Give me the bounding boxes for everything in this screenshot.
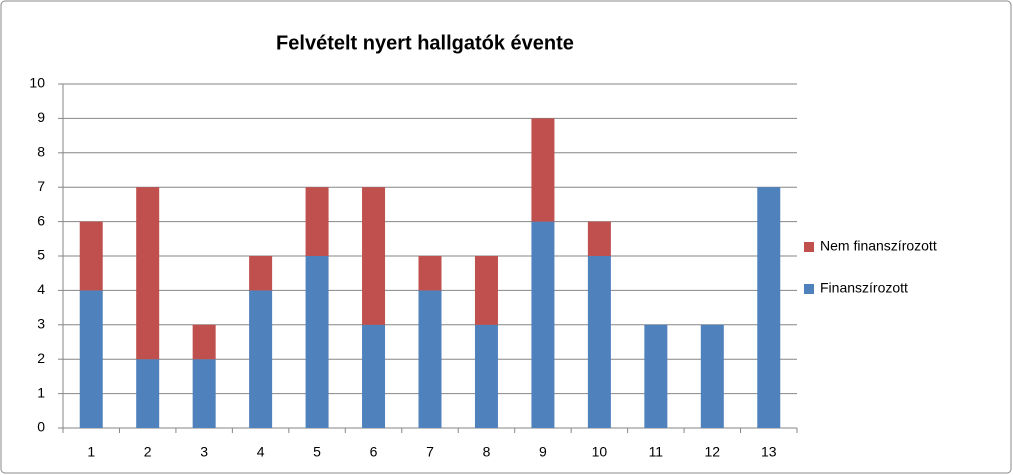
x-tick-label: 6 xyxy=(370,444,378,460)
x-tick-label: 12 xyxy=(705,444,721,460)
y-tick-label: 8 xyxy=(37,144,45,160)
bar-segment xyxy=(418,290,442,428)
y-tick-label: 6 xyxy=(37,212,45,228)
bar-segment xyxy=(531,118,555,222)
y-tick-label: 7 xyxy=(37,178,45,194)
bar-segment xyxy=(136,187,160,360)
x-tick-label: 3 xyxy=(200,444,208,460)
bar-segment xyxy=(79,290,103,428)
legend-label: Finanszírozott xyxy=(820,280,908,296)
bar-segment xyxy=(362,187,386,325)
bar-segment xyxy=(700,324,724,428)
bar-segment xyxy=(418,256,442,291)
bar-segment xyxy=(474,324,498,428)
bar-segment xyxy=(587,256,611,428)
bar-segment xyxy=(192,324,216,360)
y-tick-label: 2 xyxy=(37,350,45,366)
bar-segment xyxy=(362,324,386,428)
bar-segment xyxy=(587,221,611,256)
y-tick-label: 0 xyxy=(37,419,45,435)
y-tick-label: 5 xyxy=(37,247,45,263)
x-tick-label: 10 xyxy=(592,444,608,460)
x-tick-label: 13 xyxy=(761,444,777,460)
legend-label: Nem finanszírozott xyxy=(820,238,937,254)
bar-segment xyxy=(249,256,273,291)
y-tick-label: 1 xyxy=(37,384,45,400)
bar-segment xyxy=(192,359,216,428)
bar-segment xyxy=(249,290,273,428)
x-tick-label: 7 xyxy=(426,444,434,460)
bar-segment xyxy=(305,187,329,256)
x-tick-label: 9 xyxy=(539,444,547,460)
bar-segment xyxy=(474,256,498,325)
y-tick-label: 3 xyxy=(37,316,45,332)
bar-segment xyxy=(79,221,103,291)
bar-segment xyxy=(136,359,160,428)
bar-segment xyxy=(305,256,329,428)
x-tick-label: 8 xyxy=(483,444,491,460)
legend-swatch xyxy=(804,242,814,252)
y-tick-label: 9 xyxy=(37,109,45,125)
bar-segment xyxy=(531,221,555,428)
bar-segment xyxy=(644,324,668,428)
x-tick-label: 2 xyxy=(144,444,152,460)
y-tick-label: 4 xyxy=(37,281,45,297)
y-tick-label: 10 xyxy=(29,75,45,91)
x-tick-label: 11 xyxy=(649,444,664,460)
legend-swatch xyxy=(804,284,814,294)
chart-title: Felvételt nyert hallgatók évente xyxy=(276,32,574,54)
bar-segment xyxy=(757,187,781,428)
x-tick-label: 1 xyxy=(87,444,95,460)
x-tick-label: 4 xyxy=(257,444,265,460)
x-tick-label: 5 xyxy=(313,444,321,460)
